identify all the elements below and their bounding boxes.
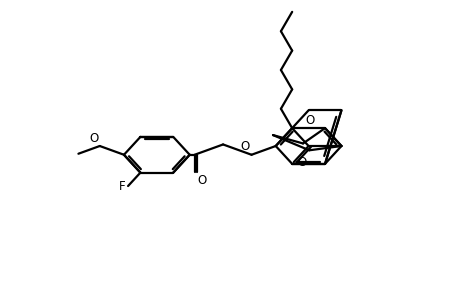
Text: O: O: [305, 114, 315, 127]
Text: O: O: [298, 156, 307, 168]
Text: O: O: [197, 174, 206, 187]
Text: O: O: [240, 140, 249, 153]
Text: F: F: [119, 180, 126, 192]
Text: O: O: [89, 132, 98, 145]
